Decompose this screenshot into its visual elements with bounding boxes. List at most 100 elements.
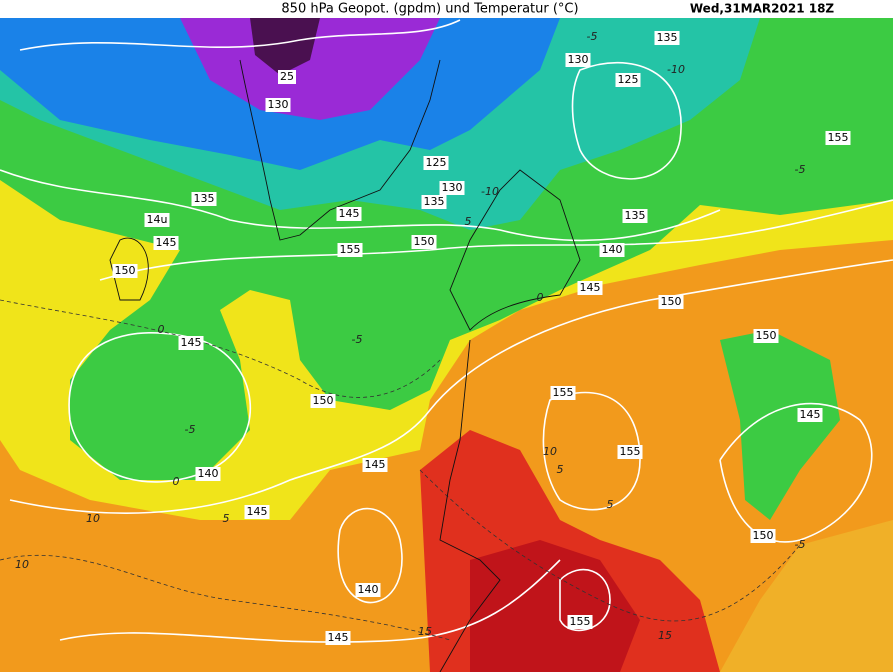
label-box	[144, 213, 170, 227]
contour	[571, 61, 682, 180]
label-box	[421, 195, 447, 209]
geopotential-label: 150	[756, 329, 777, 342]
geopotential-label: 135	[625, 209, 646, 222]
geopotential-label: 145	[181, 336, 202, 349]
geopotential-label: 145	[156, 236, 177, 249]
label-box	[423, 156, 449, 170]
contour	[59, 559, 561, 643]
geopotential-label: 130	[568, 53, 589, 66]
geopotential-label: 135	[657, 31, 678, 44]
coastline	[439, 339, 501, 672]
temperature-label: 5	[223, 512, 230, 525]
geopotential-label: 150	[313, 394, 334, 407]
map-date: Wed,31MAR2021 18Z	[690, 2, 835, 16]
label-box	[265, 98, 291, 112]
label-box	[577, 281, 603, 295]
temperature-label: -5	[587, 30, 598, 43]
label-box	[615, 73, 641, 87]
temperature-label: -5	[795, 538, 806, 551]
contour	[0, 169, 721, 242]
geopotential-label: 140	[358, 583, 379, 596]
geopotential-label: 145	[328, 631, 349, 644]
temperature-label: -5	[795, 163, 806, 176]
contour	[9, 259, 893, 514]
label-box	[310, 394, 336, 408]
label-box	[337, 243, 363, 257]
temperature-label: 10	[15, 558, 29, 571]
geopotential-label: 155	[570, 615, 591, 628]
label-box	[565, 53, 591, 67]
geopotential-label: 140	[602, 243, 623, 256]
label-box	[191, 192, 217, 206]
geopotential-label: 130	[442, 181, 463, 194]
geopotential-label: 155	[620, 445, 641, 458]
label-box	[750, 529, 776, 543]
geopotential-label: 130	[268, 98, 289, 111]
temperature-label: -10	[667, 63, 685, 76]
label-box	[550, 386, 576, 400]
geopotential-label: 135	[194, 192, 215, 205]
geopotential-label: 14u	[147, 213, 168, 226]
temperature-label: 5	[557, 463, 564, 476]
geopotential-label: 25	[280, 70, 294, 83]
label-box	[195, 467, 221, 481]
geopotential-label: 150	[115, 264, 136, 277]
label-box	[112, 264, 138, 278]
label-box	[278, 70, 296, 84]
geopotential-label: 155	[553, 386, 574, 399]
temperature-label: 10	[543, 445, 557, 458]
coastline	[449, 169, 581, 331]
geopotential-label: 135	[424, 195, 445, 208]
geopotential-label: 125	[426, 156, 447, 169]
geopotential-label: 145	[339, 207, 360, 220]
temperature-label: 5	[607, 498, 614, 511]
temperature-label: 0	[173, 475, 180, 488]
isotherm	[0, 555, 451, 641]
geopotential-label: 155	[828, 131, 849, 144]
contour	[719, 402, 873, 543]
temperature-label: 0	[158, 323, 165, 336]
geopotential-label: 145	[365, 458, 386, 471]
label-box	[654, 31, 680, 45]
label-box	[753, 329, 779, 343]
geopotential-label: 150	[753, 529, 774, 542]
contour	[337, 507, 403, 604]
title-bar	[0, 0, 893, 18]
field-orange-light	[720, 520, 893, 672]
label-box	[244, 505, 270, 519]
label-box	[622, 209, 648, 223]
geopotential-label: 125	[618, 73, 639, 86]
geopotential-label: 145	[580, 281, 601, 294]
label-box	[178, 336, 204, 350]
label-box	[439, 181, 465, 195]
field-green-east	[720, 330, 840, 520]
geopotential-label: 150	[661, 295, 682, 308]
label-box	[362, 458, 388, 472]
coastline	[109, 237, 149, 301]
label-box	[797, 408, 823, 422]
label-box	[153, 236, 179, 250]
label-box	[617, 445, 643, 459]
temperature-label: 10	[86, 512, 100, 525]
geopotential-label: 150	[414, 235, 435, 248]
temperature-label: -5	[352, 333, 363, 346]
contour	[19, 19, 461, 51]
temperature-label: -5	[185, 423, 196, 436]
field-dark-purple	[250, 18, 320, 75]
contour	[99, 199, 893, 281]
label-box	[567, 615, 593, 629]
temperature-label: 5	[465, 215, 472, 228]
contour	[542, 391, 641, 511]
geopotential-label: 145	[247, 505, 268, 518]
label-box	[355, 583, 381, 597]
label-box	[411, 235, 437, 249]
geopotential-label: 145	[800, 408, 821, 421]
geopotential-label: 140	[198, 467, 219, 480]
isotherm	[0, 299, 441, 398]
temperature-label: 0	[537, 291, 544, 304]
label-box	[325, 631, 351, 645]
temperature-label: 15	[658, 629, 672, 642]
contour	[68, 332, 252, 483]
label-box	[599, 243, 625, 257]
